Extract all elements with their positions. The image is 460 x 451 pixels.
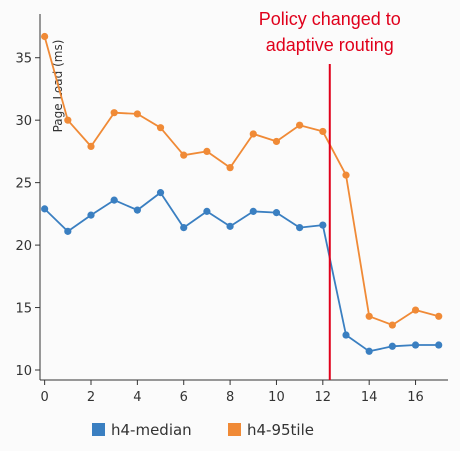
legend-swatch-h4-median: [92, 423, 105, 436]
series-line-h4-95tile: [43, 36, 439, 326]
legend-label-h4-95tile: h4-95tile: [247, 421, 314, 439]
data-point-h4-95tile: [87, 142, 95, 151]
data-point-h4-95tile: [342, 171, 350, 179]
data-point-h4-95tile: [272, 137, 281, 146]
data-point-h4-95tile: [388, 321, 396, 329]
x-tick-label: 16: [407, 390, 424, 405]
legend: h4-median h4-95tile: [92, 421, 314, 439]
y-tick-label: 30: [15, 114, 32, 129]
data-point-h4-95tile: [365, 312, 373, 320]
data-point-h4-95tile: [133, 110, 141, 118]
data-point-h4-median: [156, 189, 165, 197]
x-tick-label: 14: [361, 390, 378, 405]
data-point-h4-95tile: [319, 127, 327, 136]
data-point-h4-95tile: [203, 147, 211, 156]
series-layer: [41, 32, 443, 355]
data-point-h4-95tile: [435, 312, 443, 320]
y-tick-label: 10: [15, 364, 32, 379]
data-point-h4-95tile: [110, 109, 118, 117]
data-point-h4-95tile: [249, 130, 257, 138]
data-point-h4-95tile: [41, 32, 49, 41]
x-tick-label: 0: [40, 390, 48, 405]
annotation: Policy changed to adaptive routing: [259, 9, 401, 380]
y-tick-label: 15: [15, 302, 32, 317]
legend-label-h4-median: h4-median: [111, 421, 192, 439]
data-point-h4-median: [180, 224, 188, 232]
data-point-h4-median: [365, 347, 373, 355]
data-point-h4-95tile: [411, 306, 420, 314]
data-point-h4-median: [226, 222, 234, 230]
data-point-h4-95tile: [180, 151, 188, 159]
series-line-h4-median: [43, 191, 439, 353]
data-point-h4-median: [133, 206, 141, 214]
x-tick-label: 6: [180, 390, 188, 405]
x-tick-label: 4: [133, 390, 141, 405]
data-point-h4-median: [342, 331, 350, 339]
data-point-h4-median: [203, 207, 211, 215]
data-point-h4-median: [388, 342, 396, 350]
x-tick-label: 12: [315, 390, 332, 405]
y-tick-label: 25: [15, 177, 32, 192]
y-tick-label: 20: [15, 239, 32, 254]
data-point-h4-95tile: [64, 116, 72, 124]
data-point-h4-median: [249, 207, 257, 215]
data-point-h4-95tile: [226, 164, 234, 172]
legend-swatch-h4-95tile: [228, 423, 241, 436]
data-point-h4-median: [319, 221, 327, 229]
y-tick-label: 35: [15, 52, 32, 67]
data-point-h4-95tile: [296, 121, 304, 129]
annotation-text-line-1: Policy changed to: [259, 9, 401, 29]
data-point-h4-median: [296, 224, 304, 232]
x-tick-label: 8: [226, 390, 234, 405]
data-point-h4-median: [64, 227, 72, 235]
data-point-h4-median: [435, 341, 443, 349]
data-point-h4-95tile: [156, 124, 165, 132]
x-tick-label: 2: [87, 390, 95, 405]
data-point-h4-median: [87, 211, 95, 219]
annotation-text-line-2: adaptive routing: [266, 35, 394, 55]
data-point-h4-median: [272, 209, 281, 217]
data-point-h4-median: [41, 205, 49, 213]
data-point-h4-median: [411, 341, 420, 349]
x-tick-label: 10: [268, 390, 285, 405]
data-point-h4-median: [110, 196, 118, 204]
